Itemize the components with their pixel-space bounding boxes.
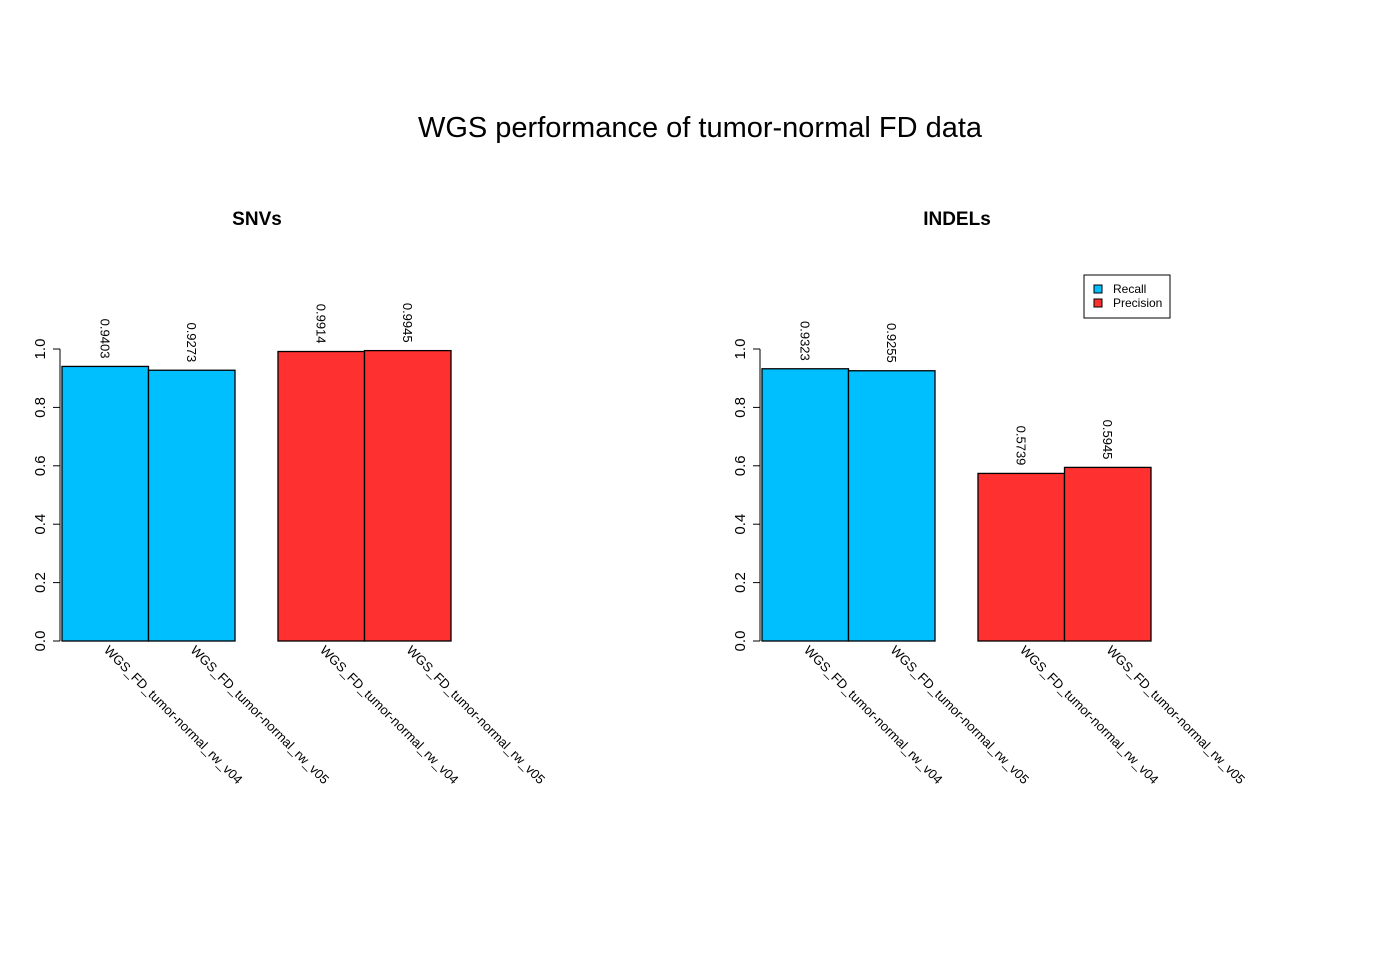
y-tick-label: 0.0 xyxy=(32,631,49,652)
x-category-label: WGS_FD_tumor-normal_rw_v04 xyxy=(317,643,461,787)
y-tick-label: 0.6 xyxy=(732,455,749,476)
legend-label: Precision xyxy=(1113,296,1162,310)
panel-title-1: INDELs xyxy=(923,209,991,230)
bar xyxy=(61,365,150,642)
bar xyxy=(1063,466,1152,642)
bar xyxy=(363,349,452,642)
y-tick-label: 0.6 xyxy=(32,455,49,476)
bar xyxy=(977,472,1066,642)
bar-value-label: 0.5739 xyxy=(1013,426,1028,466)
x-category-label: WGS_FD_tumor-normal_rw_v05 xyxy=(888,643,1032,787)
panel-title-0: SNVs xyxy=(232,209,282,230)
bar xyxy=(277,350,366,642)
y-tick-label: 0.8 xyxy=(732,397,749,418)
y-tick-label: 0.0 xyxy=(732,631,749,652)
y-tick-label: 0.4 xyxy=(732,514,749,535)
legend-swatch xyxy=(1093,298,1103,308)
bar xyxy=(761,368,850,642)
x-category-label: WGS_FD_tumor-normal_rw_v04 xyxy=(101,643,245,787)
bar-value-label: 0.9403 xyxy=(97,319,112,359)
legend-label: Recall xyxy=(1113,282,1146,296)
chart-title: WGS performance of tumor-normal FD data xyxy=(417,112,983,144)
y-tick-label: 1.0 xyxy=(32,339,49,360)
legend-swatch xyxy=(1093,284,1103,294)
legend-box xyxy=(1083,274,1171,319)
bar-value-label: 0.9323 xyxy=(797,321,812,361)
bar-value-label: 0.9255 xyxy=(884,323,899,363)
bar xyxy=(147,369,236,642)
x-category-label: WGS_FD_tumor-normal_rw_v05 xyxy=(1104,643,1248,787)
y-tick-label: 0.2 xyxy=(732,572,749,593)
x-category-label: WGS_FD_tumor-normal_rw_v05 xyxy=(188,643,332,787)
bar-value-label: 0.9273 xyxy=(184,322,199,362)
x-category-label: WGS_FD_tumor-normal_rw_v04 xyxy=(1017,643,1161,787)
y-tick-label: 1.0 xyxy=(732,339,749,360)
y-tick-label: 0.4 xyxy=(32,514,49,535)
x-category-label: WGS_FD_tumor-normal_rw_v05 xyxy=(404,643,548,787)
bar-value-label: 0.9914 xyxy=(313,304,328,344)
bar-value-label: 0.9945 xyxy=(400,303,415,343)
bar-value-label: 0.5945 xyxy=(1100,420,1115,460)
bar xyxy=(847,370,936,642)
y-tick-label: 0.8 xyxy=(32,397,49,418)
y-tick-label: 0.2 xyxy=(32,572,49,593)
x-category-label: WGS_FD_tumor-normal_rw_v04 xyxy=(801,643,945,787)
